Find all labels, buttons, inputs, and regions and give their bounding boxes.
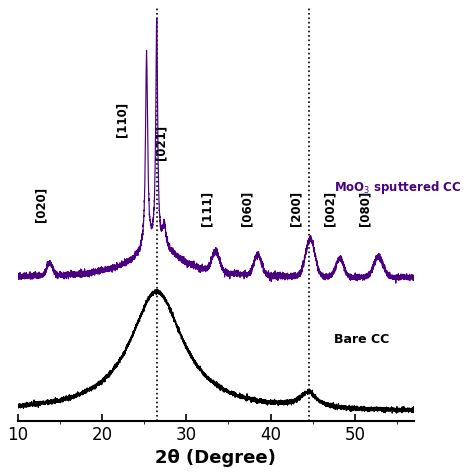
Text: [111]: [111] <box>200 191 213 226</box>
Text: [021]: [021] <box>155 125 168 160</box>
X-axis label: 2θ (Degree): 2θ (Degree) <box>155 449 276 467</box>
Text: [080]: [080] <box>359 191 372 226</box>
Text: [020]: [020] <box>34 187 47 222</box>
Text: [060]: [060] <box>241 191 254 226</box>
Text: MoO$_3$ sputtered CC: MoO$_3$ sputtered CC <box>334 179 461 196</box>
Text: [002]: [002] <box>323 191 337 226</box>
Text: [110]: [110] <box>116 102 129 137</box>
Text: Bare CC: Bare CC <box>334 333 389 346</box>
Text: [200]: [200] <box>290 191 302 226</box>
